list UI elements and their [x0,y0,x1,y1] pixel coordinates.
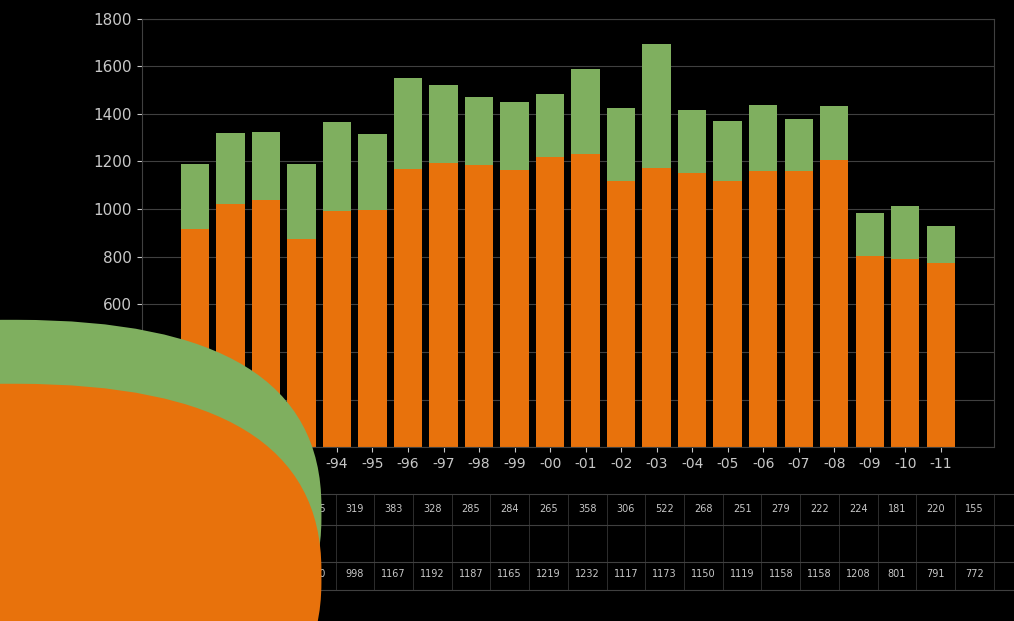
Bar [927,263,955,447]
Text: 328: 328 [423,504,441,514]
Bar [607,181,636,447]
Bar [535,94,564,157]
Text: 319: 319 [346,504,364,514]
Text: 220: 220 [927,504,945,514]
Bar [322,211,351,447]
Text: 181: 181 [887,504,907,514]
Bar [714,181,742,447]
Text: 313: 313 [269,504,287,514]
Text: 1117: 1117 [613,569,638,579]
Text: 222: 222 [810,504,828,514]
Text: 383: 383 [384,504,403,514]
Bar [891,259,920,447]
Text: 299: 299 [191,504,209,514]
Text: 1232: 1232 [575,569,599,579]
Bar [500,170,528,447]
Text: 990: 990 [307,569,325,579]
Bar [820,106,849,160]
Text: 1158: 1158 [807,569,831,579]
Text: 772: 772 [965,569,984,579]
Text: 155: 155 [965,504,984,514]
Text: 1022: 1022 [188,569,212,579]
Bar [429,85,457,163]
Bar [785,119,813,171]
Text: 875: 875 [268,569,287,579]
Bar [322,122,351,211]
Bar [393,78,422,170]
Text: 1167: 1167 [381,569,406,579]
Text: 274: 274 [152,504,170,514]
Bar [393,170,422,447]
Bar [358,209,386,447]
Bar [216,204,244,447]
Bar [287,239,315,447]
Bar [572,69,600,154]
Bar [251,200,280,447]
Bar [643,168,671,447]
Bar [678,109,707,173]
Bar [216,133,244,204]
Text: 1219: 1219 [536,569,561,579]
Bar [358,134,386,209]
Bar [643,43,671,168]
Bar [749,105,778,171]
Bar [500,102,528,170]
Bar [607,109,636,181]
Bar [572,154,600,447]
Bar [927,227,955,263]
Text: 285: 285 [461,504,481,514]
Text: 1208: 1208 [846,569,871,579]
Text: 265: 265 [539,504,558,514]
Text: 306: 306 [617,504,635,514]
Text: 251: 251 [733,504,751,514]
Bar [820,160,849,447]
Bar [749,171,778,447]
Text: 224: 224 [849,504,868,514]
Text: 522: 522 [655,504,674,514]
Bar [287,165,315,239]
Text: 1038: 1038 [226,569,251,579]
Bar [251,132,280,200]
Text: 1165: 1165 [498,569,522,579]
Text: 916: 916 [152,569,170,579]
Bar [678,173,707,447]
Bar [535,157,564,447]
Text: TEOLLISUUS: TEOLLISUUS [10,569,74,579]
Text: 1187: 1187 [458,569,484,579]
Bar [180,229,209,447]
Bar [714,121,742,181]
Text: ENERGIANTUOTANTO: ENERGIANTUOTANTO [10,504,121,514]
Bar [856,214,884,256]
Text: 1173: 1173 [652,569,677,579]
Bar [464,165,493,447]
Text: 1150: 1150 [691,569,716,579]
Text: 268: 268 [695,504,713,514]
Bar [891,206,920,259]
Bar [856,256,884,447]
Text: 358: 358 [578,504,596,514]
Text: 1158: 1158 [769,569,793,579]
Text: 284: 284 [229,504,248,514]
Text: 375: 375 [307,504,325,514]
Text: 1119: 1119 [730,569,754,579]
Text: 998: 998 [346,569,364,579]
Text: 279: 279 [772,504,790,514]
Bar [785,171,813,447]
Text: 801: 801 [887,569,907,579]
Bar [429,163,457,447]
Text: 791: 791 [927,569,945,579]
Bar [180,164,209,229]
Text: 284: 284 [501,504,519,514]
Bar [464,97,493,165]
Text: 1192: 1192 [420,569,445,579]
